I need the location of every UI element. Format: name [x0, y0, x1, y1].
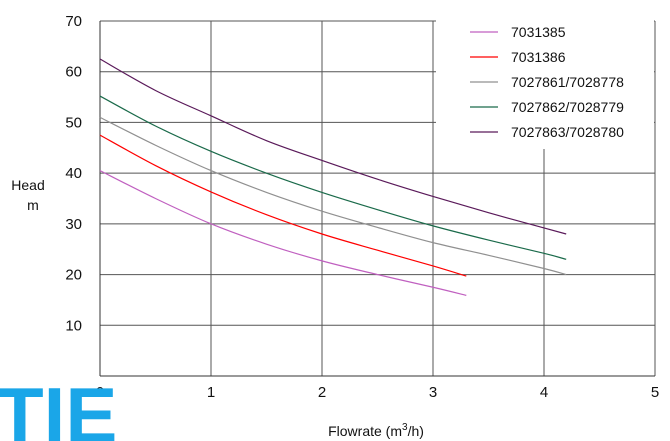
series-line-3: [99, 116, 567, 276]
x-axis-label: Flowrate (m3/h): [328, 422, 424, 439]
series-lines: [99, 58, 567, 296]
x-axis-label-main: Flowrate (m: [328, 423, 402, 439]
y-tick-label: 10: [65, 317, 82, 334]
y-tick-label: 50: [65, 114, 82, 131]
x-axis-label-tail: /h): [408, 423, 424, 439]
legend-label: 7031386: [511, 49, 566, 65]
grid: [99, 20, 656, 377]
series-line-5: [99, 58, 567, 235]
tick-labels: 0 1 2 3 4 5 10 20 30 40 50 60 70: [65, 13, 659, 401]
legend: 7031385 7031386 7027861/7028778 7027862/702…: [470, 24, 624, 140]
y-tick-label: 70: [65, 13, 82, 30]
legend-label: 7027863/7028780: [511, 124, 624, 140]
series-line-4: [99, 95, 567, 260]
y-axis-label-line1: Head: [11, 177, 44, 193]
x-tick-label: 5: [651, 384, 659, 401]
y-axis-label-line2: m: [27, 197, 39, 213]
x-tick-label: 4: [540, 384, 548, 401]
series-line-1: [99, 170, 467, 296]
x-tick-label: 0: [96, 384, 104, 401]
y-tick-label: 20: [65, 267, 82, 284]
legend-label: 7027861/7028778: [511, 74, 624, 90]
legend-label: 7031385: [511, 24, 566, 40]
x-tick-label: 2: [318, 384, 326, 401]
y-tick-label: 40: [65, 165, 82, 182]
x-tick-label: 1: [207, 384, 215, 401]
x-axis-label-sup: 3: [402, 422, 408, 433]
y-tick-label: 30: [65, 216, 82, 233]
legend-background: [436, 18, 654, 149]
legend-label: 7027862/7028779: [511, 99, 624, 115]
series-line-2: [99, 134, 467, 277]
tie-logo: TIE: [0, 371, 117, 441]
y-tick-label: 60: [65, 64, 82, 81]
x-tick-label: 3: [429, 384, 437, 401]
